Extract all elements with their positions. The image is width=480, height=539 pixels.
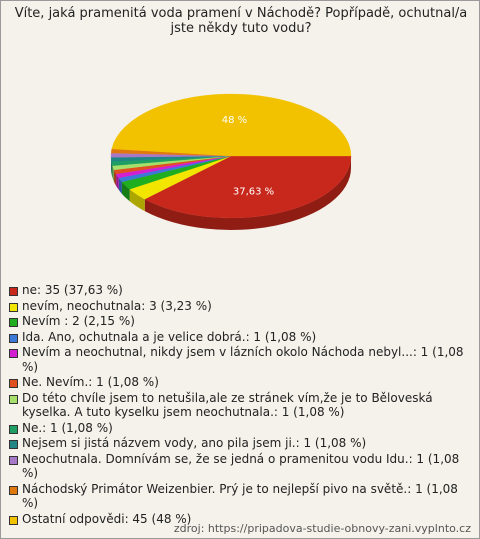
legend-swatch: [9, 394, 18, 404]
pie-side: [112, 165, 115, 182]
pie-side: [116, 173, 119, 190]
legend-swatch: [9, 333, 18, 343]
legend-swatch: [9, 424, 18, 434]
legend-item: Nevím : 2 (2,15 %): [9, 314, 471, 329]
value-label: 48 %: [222, 115, 247, 126]
legend-swatch: [9, 318, 18, 327]
legend-item: Nevím a neochutnal, nikdy jsem v lázních…: [9, 345, 471, 374]
legend-item: Náchodský Primátor Weizenbier. Prý je to…: [9, 482, 471, 511]
legend-swatch: [9, 515, 18, 525]
legend-label: Náchodský Primátor Weizenbier. Prý je to…: [22, 481, 458, 511]
legend-item: ne: 35 (37,63 %): [9, 283, 471, 298]
value-label: 37,63 %: [233, 186, 274, 197]
legend-swatch: [9, 379, 18, 388]
legend-label: Ne.: 1 (1,08 %): [22, 420, 113, 435]
legend-item: Ostatní odpovědi: 45 (48 %): [9, 512, 471, 527]
pie-side: [144, 156, 351, 230]
legend-item: Ida. Ano, ochutnala a je velice dobrá.: …: [9, 330, 471, 345]
pie-area: 37,63 % 48 %: [110, 93, 352, 230]
legend-label: Ostatní odpovědi: 45 (48 %): [22, 511, 192, 526]
legend: ne: 35 (37,63 %) nevím, neochutnala: 3 (3…: [9, 283, 471, 527]
legend-label: Nevím : 2 (2,15 %): [22, 314, 135, 328]
pie-side: [121, 181, 130, 202]
legend-item: Neochutnala. Domnívám se, že se jedná o …: [9, 452, 471, 481]
legend-label: Neochutnala. Domnívám se, že se jedná o …: [22, 451, 460, 481]
pie-side: [118, 177, 122, 194]
legend-swatch: [9, 302, 18, 312]
legend-item: Do této chvíle jsem to netušila,ale ze s…: [9, 391, 471, 420]
pie-side: [129, 189, 145, 212]
legend-swatch: [9, 440, 18, 449]
legend-label: ne: 35 (37,63 %): [22, 283, 123, 297]
pie-side: [111, 161, 113, 178]
pie-side: [114, 169, 117, 186]
chart-title: Víte, jaká pramenitá voda pramení v Nách…: [14, 6, 468, 36]
pie-slice: [111, 93, 352, 157]
legend-swatch: [9, 287, 18, 296]
legend-label: Ne. Nevím.: 1 (1,08 %): [22, 375, 159, 389]
legend-swatch: [9, 349, 18, 358]
legend-label: Nejsem si jistá názvem vody, ano pila js…: [22, 436, 367, 450]
legend-label: Nevím a neochutnal, nikdy jsem v lázních…: [22, 345, 464, 374]
pie-slice: [144, 155, 352, 219]
legend-label: Do této chvíle jsem to netušila,ale ze s…: [22, 390, 433, 420]
source: zdroj: https://pripadova-studie-obnovy-z…: [173, 522, 471, 535]
legend-label: nevím, neochutnala: 3 (3,23 %): [22, 298, 212, 313]
legend-swatch: [9, 455, 18, 465]
legend-item: Ne. Nevím.: 1 (1,08 %): [9, 375, 471, 390]
legend-item: Nejsem si jistá názvem vody, ano pila js…: [9, 436, 471, 451]
legend-item: Ne.: 1 (1,08 %): [9, 421, 471, 436]
legend-item: nevím, neochutnala: 3 (3,23 %): [9, 299, 471, 314]
legend-label: Ida. Ano, ochutnala a je velice dobrá.: …: [22, 329, 317, 344]
legend-swatch: [9, 485, 18, 495]
